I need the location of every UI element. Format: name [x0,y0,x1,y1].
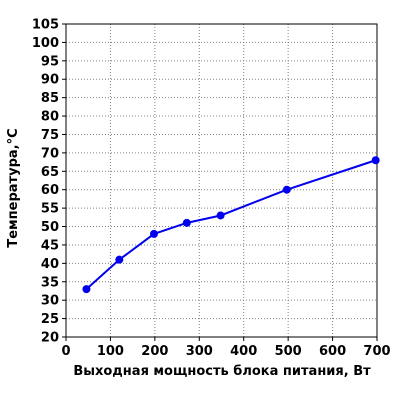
grid [62,23,378,341]
data-point [371,156,380,165]
y-tick-label: 90 [41,73,59,88]
data-point [149,229,158,238]
y-tick-label: 40 [41,257,59,272]
y-tick-label: 85 [41,91,59,106]
plot-area-border [65,23,378,338]
data-point [216,211,225,220]
y-tick-label: 20 [41,331,59,346]
y-tick-label: 25 [41,312,59,327]
y-tick-label: 30 [41,294,59,309]
y-tick-label: 35 [41,275,59,290]
y-tick-label: 105 [32,18,59,33]
x-tick-label: 0 [61,344,70,359]
y-axis-title: Температура,°C [6,128,21,247]
y-tick-label: 45 [41,238,59,253]
data-point [282,185,291,194]
y-tick-label: 60 [41,183,59,198]
data-point [115,255,124,264]
y-tick-label: 55 [41,202,59,217]
x-tick-labels: 0 100 200 300 400 500 600 700 [61,344,390,359]
y-tick-label: 95 [41,54,59,69]
y-tick-label: 75 [41,128,59,143]
x-tick-label: 600 [319,344,346,359]
y-tick-label: 50 [41,220,59,235]
x-tick-label: 200 [141,344,168,359]
x-axis-title: Выходная мощность блока питания, Вт [73,364,371,379]
x-tick-label: 500 [275,344,302,359]
x-tick-label: 400 [230,344,257,359]
x-tick-label: 100 [97,344,124,359]
y-tick-label: 70 [41,146,59,161]
y-tick-label: 80 [41,110,59,125]
y-tick-label: 65 [41,165,59,180]
y-tick-label: 100 [32,36,59,51]
series-layer [82,156,380,294]
x-tick-label: 300 [186,344,213,359]
data-point [182,218,191,227]
data-point [82,285,91,294]
x-tick-label: 700 [363,344,390,359]
series-line [85,159,376,290]
y-tick-labels: 20 25 30 35 40 45 50 55 60 65 70 75 80 85 90 95 100 105 [32,18,59,346]
